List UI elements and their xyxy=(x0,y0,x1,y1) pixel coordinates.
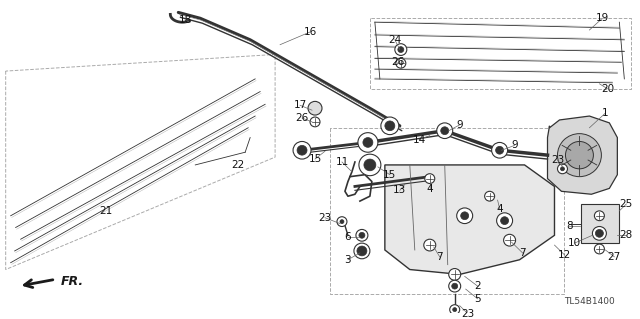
Text: 19: 19 xyxy=(596,13,609,23)
Circle shape xyxy=(424,239,436,251)
Text: FR.: FR. xyxy=(61,275,84,288)
Text: 7: 7 xyxy=(436,252,443,262)
Text: 13: 13 xyxy=(393,185,406,195)
Circle shape xyxy=(495,146,504,154)
Circle shape xyxy=(452,283,458,289)
Text: 15: 15 xyxy=(383,170,396,180)
Text: 23: 23 xyxy=(551,155,564,165)
Circle shape xyxy=(561,167,564,171)
Circle shape xyxy=(500,217,509,225)
Circle shape xyxy=(450,305,460,315)
Circle shape xyxy=(308,101,322,115)
Circle shape xyxy=(310,117,320,127)
Circle shape xyxy=(364,159,376,171)
Text: 6: 6 xyxy=(344,232,351,242)
Text: 16: 16 xyxy=(303,27,317,37)
Text: 10: 10 xyxy=(568,238,581,248)
Circle shape xyxy=(566,141,593,169)
Circle shape xyxy=(595,229,604,237)
Circle shape xyxy=(363,137,373,147)
Circle shape xyxy=(461,212,468,220)
Circle shape xyxy=(595,211,604,221)
Text: 14: 14 xyxy=(413,135,426,145)
Text: 21: 21 xyxy=(99,206,112,216)
Circle shape xyxy=(356,229,368,241)
Circle shape xyxy=(395,44,407,56)
Circle shape xyxy=(504,234,516,246)
Text: 25: 25 xyxy=(620,199,633,209)
Text: 9: 9 xyxy=(456,120,463,130)
Circle shape xyxy=(557,164,568,174)
Circle shape xyxy=(484,191,495,201)
Circle shape xyxy=(293,141,311,159)
Circle shape xyxy=(436,123,452,138)
Circle shape xyxy=(441,127,449,135)
Text: 24: 24 xyxy=(388,35,401,45)
Text: 17: 17 xyxy=(293,100,307,110)
Circle shape xyxy=(492,143,508,158)
Text: 23: 23 xyxy=(318,213,332,223)
Circle shape xyxy=(557,134,602,177)
Text: 4: 4 xyxy=(426,184,433,194)
Circle shape xyxy=(357,246,367,256)
Circle shape xyxy=(396,58,406,68)
Text: 26: 26 xyxy=(296,113,308,123)
Circle shape xyxy=(425,174,435,183)
Polygon shape xyxy=(547,116,618,194)
Text: 18: 18 xyxy=(179,15,192,25)
Circle shape xyxy=(497,213,513,228)
Text: 26: 26 xyxy=(391,57,404,67)
Circle shape xyxy=(452,308,457,312)
Text: 15: 15 xyxy=(308,154,322,164)
Circle shape xyxy=(358,133,378,152)
Circle shape xyxy=(593,226,606,240)
Circle shape xyxy=(359,232,365,238)
Text: 9: 9 xyxy=(511,140,518,150)
Polygon shape xyxy=(581,204,620,243)
Circle shape xyxy=(297,145,307,155)
Text: 12: 12 xyxy=(558,250,571,260)
Text: 2: 2 xyxy=(474,281,481,291)
Circle shape xyxy=(449,280,461,292)
Circle shape xyxy=(398,47,404,53)
Circle shape xyxy=(449,269,461,280)
Text: 27: 27 xyxy=(608,252,621,262)
Text: TL54B1400: TL54B1400 xyxy=(564,297,615,306)
Circle shape xyxy=(381,117,399,135)
Text: 7: 7 xyxy=(519,248,526,258)
Text: 4: 4 xyxy=(496,204,503,214)
Text: 23: 23 xyxy=(461,308,474,318)
Text: 8: 8 xyxy=(566,220,573,231)
Circle shape xyxy=(359,154,381,176)
Text: 20: 20 xyxy=(601,84,614,94)
Text: 22: 22 xyxy=(232,160,245,170)
Text: 28: 28 xyxy=(620,230,633,240)
Circle shape xyxy=(595,244,604,254)
Circle shape xyxy=(385,121,395,131)
Text: 3: 3 xyxy=(344,255,351,265)
Circle shape xyxy=(457,208,473,224)
Polygon shape xyxy=(385,165,554,274)
Text: 1: 1 xyxy=(602,108,609,118)
Circle shape xyxy=(337,217,347,226)
Text: 11: 11 xyxy=(335,157,349,167)
Circle shape xyxy=(340,220,344,224)
Text: 5: 5 xyxy=(474,294,481,304)
Circle shape xyxy=(354,243,370,259)
